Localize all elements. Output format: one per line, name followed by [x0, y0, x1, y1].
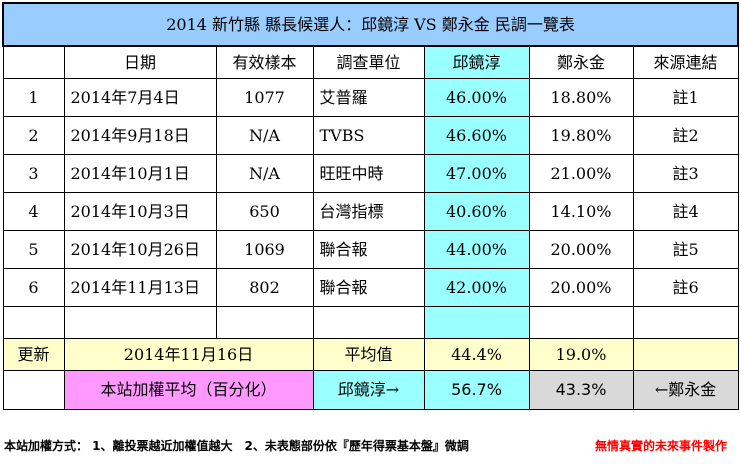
- row-zheng: 14.10%: [528, 192, 634, 231]
- update-date: 2014年11月16日: [63, 338, 314, 371]
- row-zheng: 20.00%: [528, 268, 634, 307]
- blank-cell: [215, 306, 314, 339]
- update-label: 更新: [2, 338, 65, 371]
- row-source-link[interactable]: 註6: [632, 268, 739, 307]
- blank-cell: [423, 306, 530, 339]
- footer-note: 本站加權方式： 1、離投票越近加權值越大 2、未表態部份依『歷年得票基本盤』微調…: [4, 432, 737, 458]
- row-index: 4: [2, 192, 65, 231]
- header-org: 調查單位: [312, 45, 425, 79]
- weighting-method-note: 本站加權方式： 1、離投票越近加權值越大 2、未表態部份依『歷年得票基本盤』微調: [4, 438, 469, 453]
- table-row: 4 2014年10月3日 650 台灣指標 40.60% 14.10% 註4: [2, 192, 739, 231]
- row-source-link[interactable]: 註4: [632, 192, 739, 231]
- row-qiu: 46.00%: [423, 78, 530, 117]
- weighted-qiu-value: 56.7%: [423, 370, 530, 410]
- row-sample: N/A: [215, 116, 314, 155]
- weighted-qiu-label: 邱鏡淳→: [312, 370, 425, 410]
- table-row: 1 2014年7月4日 1077 艾普羅 46.00% 18.80% 註1: [2, 78, 739, 117]
- row-qiu: 46.60%: [423, 116, 530, 155]
- table-row: 2 2014年9月18日 N/A TVBS 46.60% 19.80% 註2: [2, 116, 739, 155]
- header-row: 日期 有效樣本 調查單位 邱鏡淳 鄭永金 來源連結: [2, 45, 739, 79]
- row-date: 2014年10月1日: [63, 154, 217, 193]
- blank-cell: [63, 306, 217, 339]
- blank-cell: [632, 306, 739, 339]
- weighted-zheng-value: 43.3%: [528, 370, 634, 410]
- row-sample: 650: [215, 192, 314, 231]
- row-index: 5: [2, 230, 65, 269]
- row-qiu: 44.00%: [423, 230, 530, 269]
- header-date: 日期: [63, 45, 217, 79]
- credit-text: 無情真實的未來事件製作: [594, 438, 727, 453]
- row-org: 台灣指標: [312, 192, 425, 231]
- row-org: TVBS: [312, 116, 425, 155]
- row-sample: 1077: [215, 78, 314, 117]
- blank-cell: [528, 306, 634, 339]
- summary-row: 更新 2014年11月16日 平均值 44.4% 19.0%: [2, 338, 739, 371]
- row-date: 2014年7月4日: [63, 78, 217, 117]
- row-source-link[interactable]: 註1: [632, 78, 739, 117]
- row-zheng: 21.00%: [528, 154, 634, 193]
- row-zheng: 19.80%: [528, 116, 634, 155]
- weighted-zheng-label: ←鄭永金: [632, 370, 739, 410]
- row-org: 聯合報: [312, 230, 425, 269]
- row-date: 2014年10月26日: [63, 230, 217, 269]
- header-qiu: 邱鏡淳: [423, 45, 530, 79]
- row-index: 6: [2, 268, 65, 307]
- row-source-link[interactable]: 註3: [632, 154, 739, 193]
- row-index: 2: [2, 116, 65, 155]
- summary-blank: [632, 338, 739, 371]
- row-source-link[interactable]: 註2: [632, 116, 739, 155]
- header-index: [2, 45, 65, 79]
- average-zheng: 19.0%: [528, 338, 634, 371]
- weighted-row: 本站加權平均（百分化） 邱鏡淳→ 56.7% 43.3% ←鄭永金: [2, 370, 739, 410]
- row-sample: 1069: [215, 230, 314, 269]
- table-title: 2014 新竹縣 縣長候選人：邱鏡淳 VS 鄭永金 民調一覽表: [1, 2, 740, 47]
- row-org: 艾普羅: [312, 78, 425, 117]
- row-org: 旺旺中時: [312, 154, 425, 193]
- average-label: 平均值: [312, 338, 425, 371]
- row-qiu: 47.00%: [423, 154, 530, 193]
- row-source-link[interactable]: 註5: [632, 230, 739, 269]
- table-row: 6 2014年11月13日 802 聯合報 42.00% 20.00% 註6: [2, 268, 739, 307]
- row-sample: 802: [215, 268, 314, 307]
- weighted-blank: [2, 370, 65, 410]
- row-sample: N/A: [215, 154, 314, 193]
- blank-cell: [312, 306, 425, 339]
- row-date: 2014年9月18日: [63, 116, 217, 155]
- blank-cell: [2, 306, 65, 339]
- header-zheng: 鄭永金: [528, 45, 634, 79]
- poll-table: 2014 新竹縣 縣長候選人：邱鏡淳 VS 鄭永金 民調一覽表 日期 有效樣本 …: [1, 2, 740, 410]
- title-row: 2014 新竹縣 縣長候選人：邱鏡淳 VS 鄭永金 民調一覽表: [1, 2, 740, 47]
- table-row: 5 2014年10月26日 1069 聯合報 44.00% 20.00% 註5: [2, 230, 739, 269]
- row-date: 2014年10月3日: [63, 192, 217, 231]
- table-row: 3 2014年10月1日 N/A 旺旺中時 47.00% 21.00% 註3: [2, 154, 739, 193]
- row-org: 聯合報: [312, 268, 425, 307]
- row-index: 1: [2, 78, 65, 117]
- row-qiu: 40.60%: [423, 192, 530, 231]
- weighted-label: 本站加權平均（百分化）: [63, 370, 314, 410]
- row-zheng: 20.00%: [528, 230, 634, 269]
- blank-row: [2, 306, 739, 339]
- row-qiu: 42.00%: [423, 268, 530, 307]
- row-index: 3: [2, 154, 65, 193]
- row-zheng: 18.80%: [528, 78, 634, 117]
- header-sample: 有效樣本: [215, 45, 314, 79]
- header-source: 來源連結: [632, 45, 739, 79]
- row-date: 2014年11月13日: [63, 268, 217, 307]
- average-qiu: 44.4%: [423, 338, 530, 371]
